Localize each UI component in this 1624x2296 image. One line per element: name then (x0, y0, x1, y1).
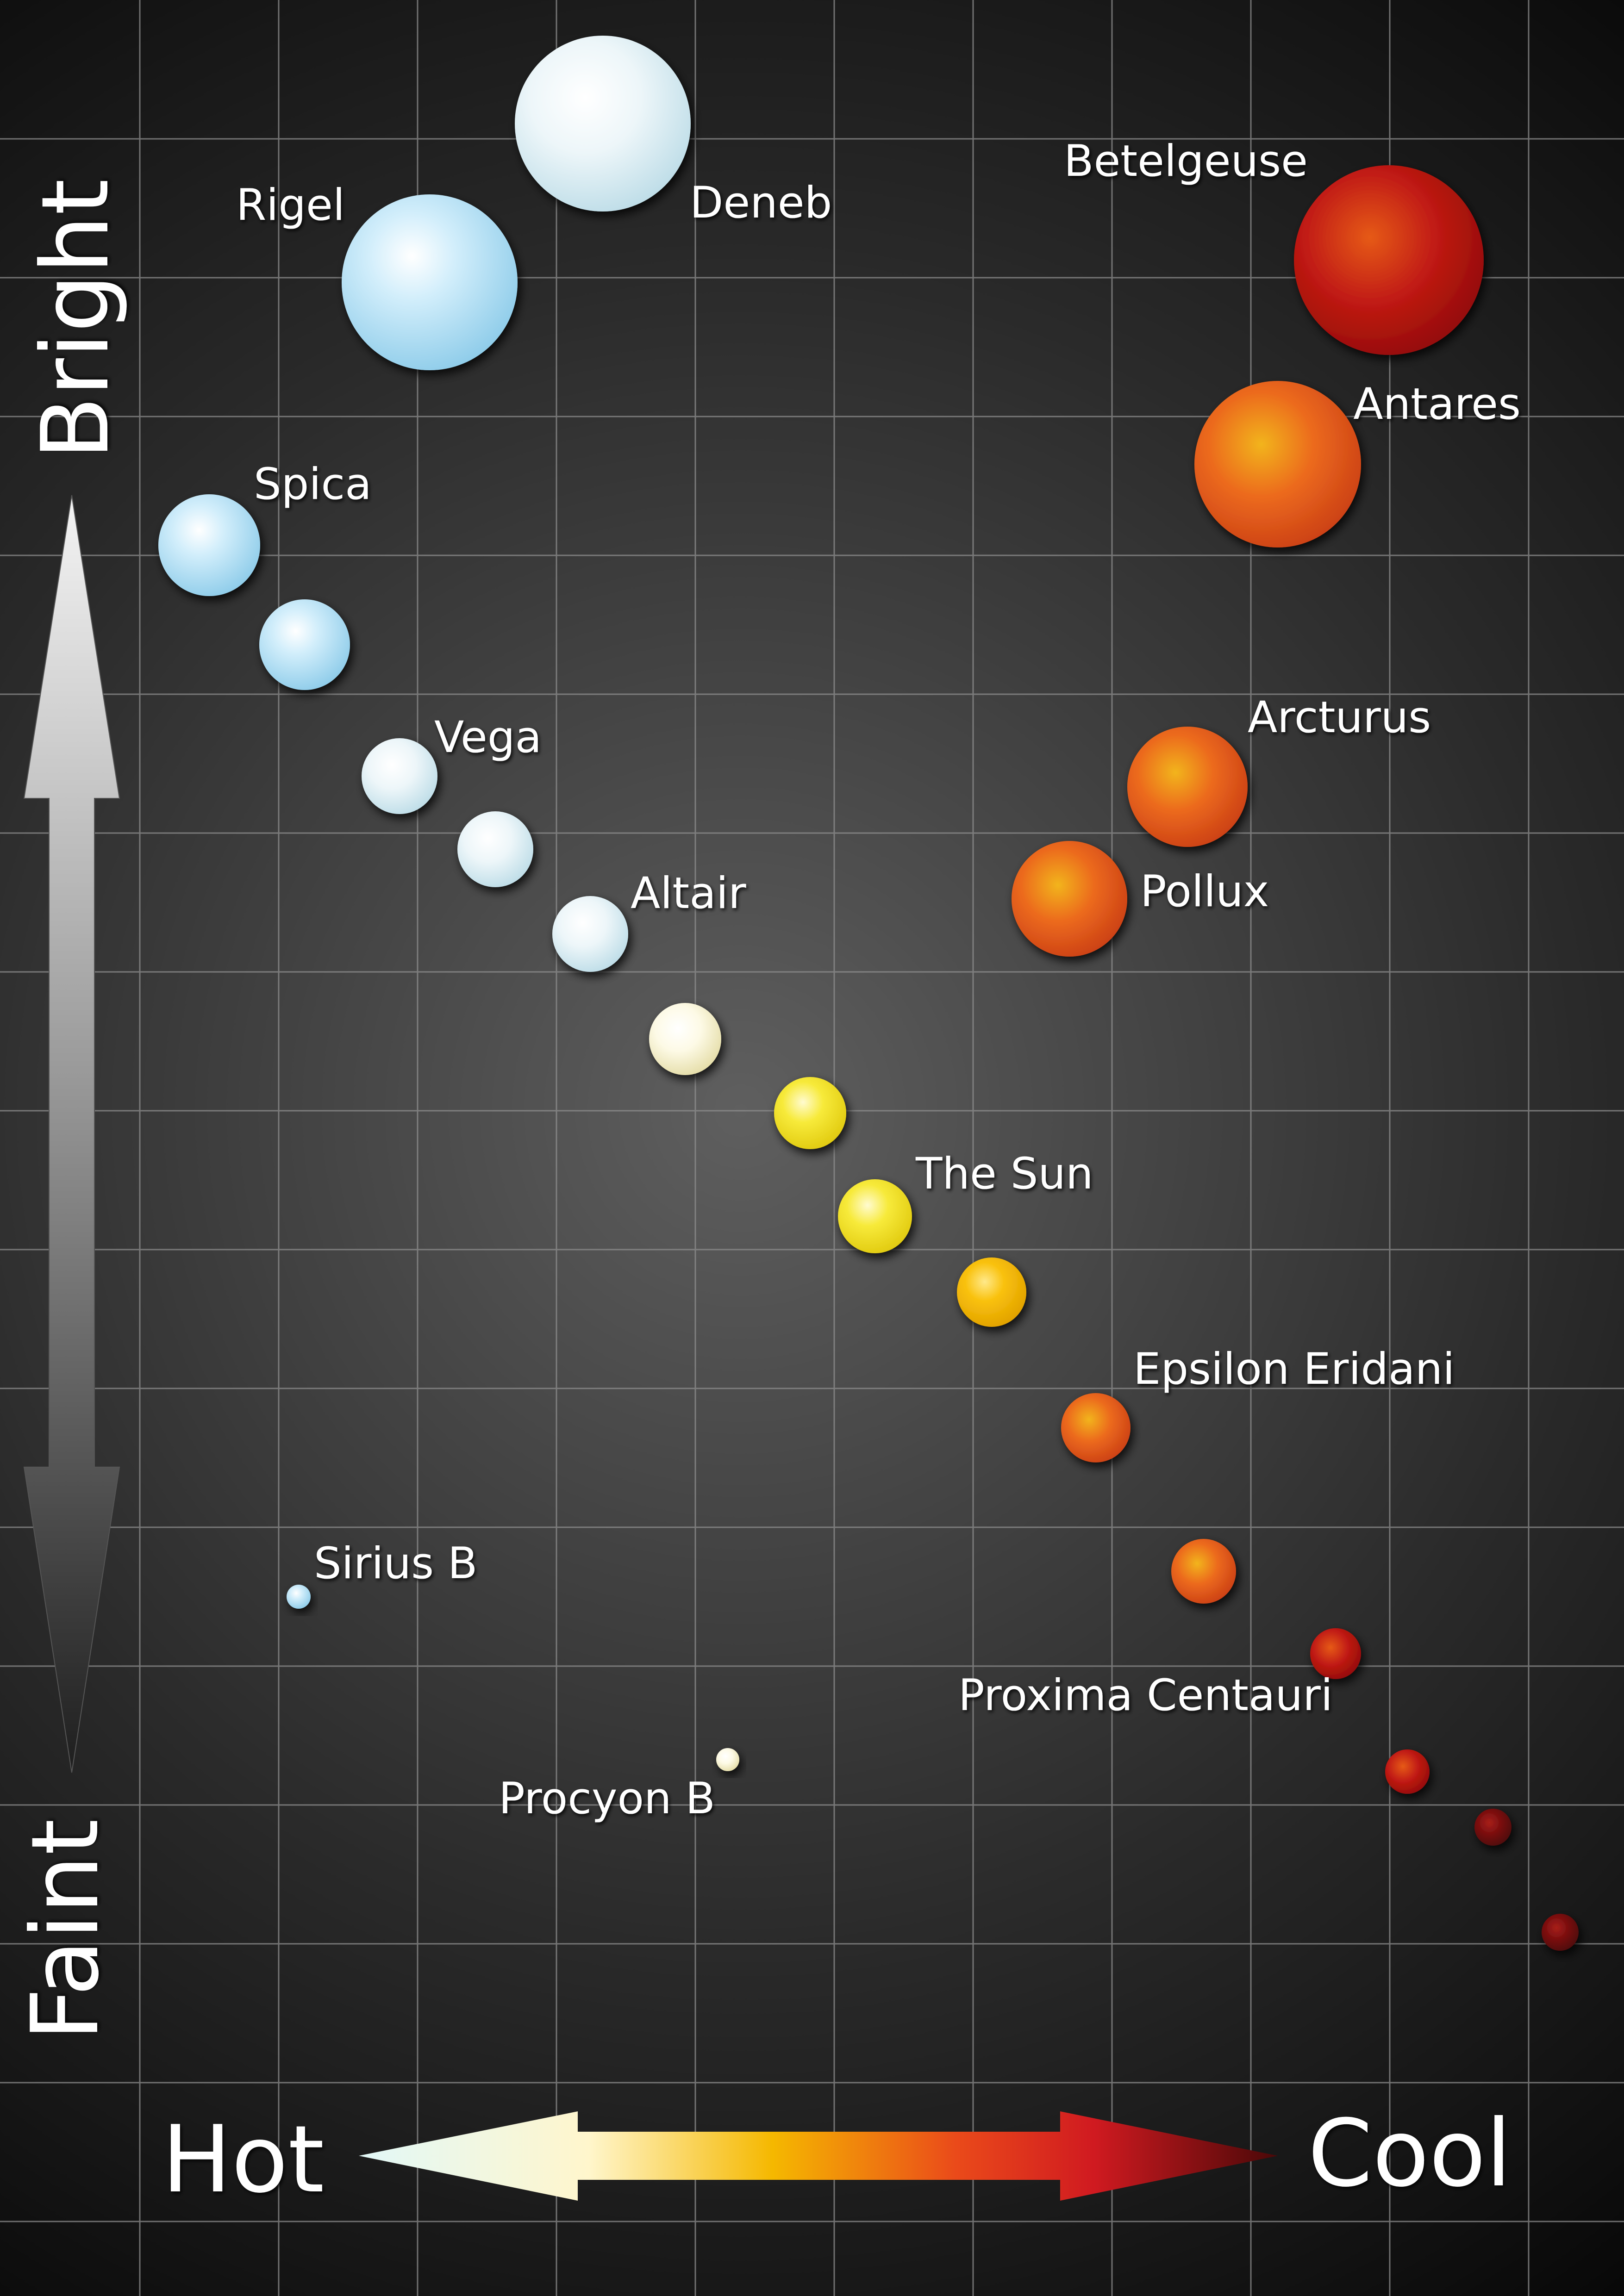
star-label-vega: Vega (434, 712, 542, 763)
star-label-epsilon-eridani: Epsilon Eridani (1133, 1344, 1455, 1394)
star-rigel (342, 194, 518, 370)
star-unnamed-5 (259, 599, 350, 690)
star-deneb (515, 36, 691, 212)
star-unnamed-20 (1542, 1914, 1579, 1951)
star-label-antares: Antares (1353, 379, 1521, 429)
star-epsilon-eridani (1061, 1393, 1131, 1462)
star-proxima-centauri (1385, 1749, 1430, 1794)
star-unnamed-14 (957, 1257, 1026, 1327)
star-pollux (1012, 841, 1127, 957)
star-antares (1194, 381, 1361, 548)
star-label-deneb: Deneb (690, 178, 832, 228)
star-unnamed-17 (1310, 1628, 1361, 1679)
star-unnamed-11 (649, 1003, 721, 1075)
star-unnamed-12 (774, 1077, 846, 1149)
star-betelgeuse (1294, 165, 1484, 355)
star-label-rigel: Rigel (236, 180, 345, 230)
star-label-betelgeuse: Betelgeuse (1064, 136, 1308, 187)
star-label-proxima-centauri: Proxima Centauri (958, 1670, 1333, 1721)
star-procyon-b (716, 1748, 739, 1771)
star-the-sun (838, 1179, 912, 1253)
star-unnamed-16 (1171, 1539, 1236, 1604)
star-label-altair: Altair (631, 868, 746, 919)
brightness-arrow (23, 495, 120, 1773)
star-arcturus (1127, 727, 1248, 847)
star-unnamed-19 (1474, 1809, 1512, 1846)
hot-label: Hot (162, 2106, 324, 2214)
star-spica (158, 494, 260, 596)
cool-label: Cool (1308, 2100, 1512, 2208)
star-unnamed-7 (457, 811, 533, 887)
stars: Deneb Rigel Betelgeuse Antares Spica Vega Alta… (158, 36, 1579, 1951)
star-label-the-sun: The Sun (915, 1149, 1093, 1199)
bright-label: Bright (22, 179, 130, 460)
star-label-spica: Spica (254, 459, 372, 510)
star-label-arcturus: Arcturus (1248, 692, 1431, 743)
star-label-sirius-b: Sirius B (314, 1538, 477, 1589)
temperature-arrow (359, 2111, 1278, 2201)
star-label-pollux: Pollux (1140, 866, 1269, 917)
faint-label: Faint (12, 1819, 119, 2041)
star-sirius-b (287, 1585, 311, 1609)
star-altair (552, 896, 628, 972)
star-label-procyon-b: Procyon B (499, 1773, 715, 1824)
star-vega (362, 738, 437, 814)
